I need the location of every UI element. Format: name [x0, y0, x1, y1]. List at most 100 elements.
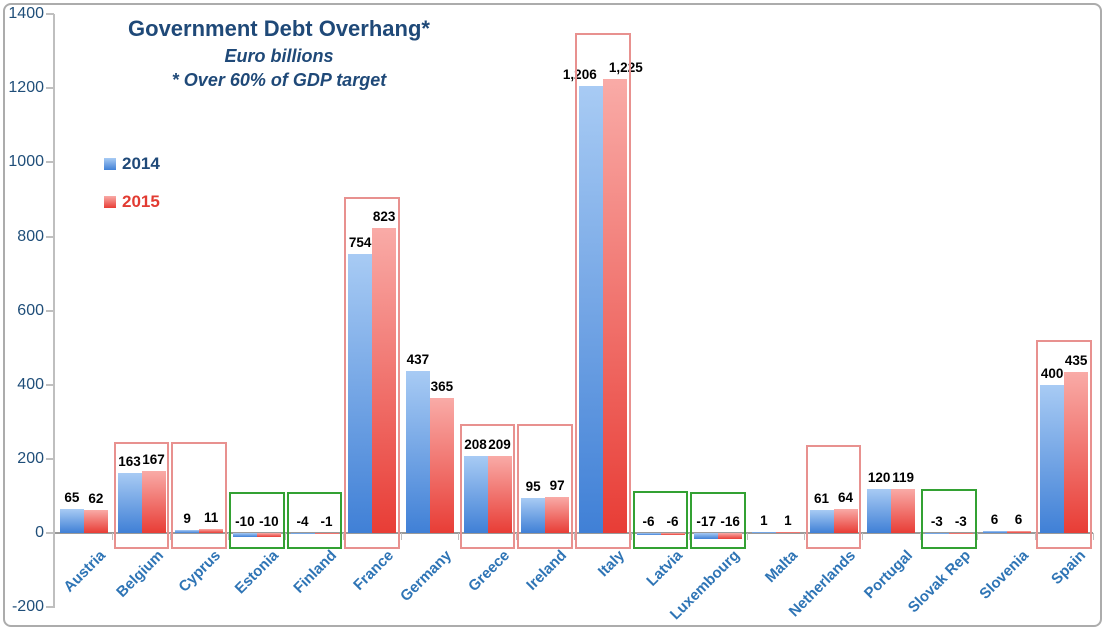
value-label-2015-belgium: 167 — [142, 452, 165, 468]
legend: 2014 2015 — [104, 153, 160, 229]
y-axis-tick-label: 400 — [17, 375, 44, 393]
bar-2015-estonia — [256, 533, 281, 537]
y-axis-tick-label: 800 — [17, 227, 44, 245]
x-axis-category-tick — [1092, 533, 1094, 540]
y-axis-tick-label: 600 — [17, 301, 44, 319]
x-axis-category-tick — [977, 533, 979, 540]
bar-2015-spain — [1064, 371, 1089, 533]
value-label-2014-greece: 208 — [464, 436, 487, 452]
value-label-2015-portugal: 119 — [892, 469, 915, 485]
value-label-2015-ireland: 97 — [549, 478, 565, 494]
x-axis-category-tick — [342, 533, 344, 540]
bar-2015-slovak-rep — [948, 533, 973, 535]
y-axis-tick-label: 1200 — [8, 79, 44, 97]
value-label-2014-spain: 400 — [1040, 365, 1064, 381]
bar-2015-greece — [487, 455, 512, 533]
value-label-2014-netherlands: 61 — [813, 491, 830, 507]
value-label-2014-luxembourg: -17 — [696, 514, 716, 529]
highlight-box-green-luxembourg — [690, 491, 746, 549]
y-axis-tick-label: 1000 — [8, 153, 44, 171]
bar-2015-germany — [429, 397, 454, 533]
value-label-2014-malta: 1 — [760, 513, 768, 529]
x-axis-category-tick — [400, 533, 402, 540]
y-axis-tick-label: 0 — [35, 524, 44, 541]
bar-2014-netherlands — [809, 510, 834, 533]
bar-2014-portugal — [867, 488, 892, 533]
chart-footnote: * Over 60% of GDP target — [171, 70, 387, 90]
y-axis-tick-label: 1400 — [8, 5, 44, 23]
highlight-box-red-cyprus — [171, 442, 227, 549]
legend-swatch-2015-icon — [104, 196, 116, 208]
y-axis-tick — [46, 87, 54, 90]
bar-2015-italy — [602, 78, 627, 533]
value-label-2015-netherlands: 64 — [837, 490, 854, 506]
value-label-2015-luxembourg: -16 — [720, 514, 740, 529]
legend-label-2014: 2014 — [122, 154, 160, 173]
value-label-2014-estonia: -10 — [235, 514, 255, 529]
bar-2015-slovenia — [1006, 530, 1031, 533]
legend-label-2015: 2015 — [122, 192, 160, 211]
value-label-2014-cyprus: 9 — [183, 510, 191, 526]
x-axis-category-tick — [169, 533, 171, 540]
y-axis-tick-label: -200 — [11, 598, 44, 616]
x-axis-category-tick — [746, 533, 748, 540]
bar-2014-malta — [751, 532, 776, 533]
value-label-2015-spain: 435 — [1064, 352, 1088, 368]
legend-item-2014: 2014 — [104, 153, 160, 175]
value-label-2015-greece: 209 — [488, 436, 511, 452]
y-axis-tick — [46, 13, 54, 16]
y-axis-tick — [46, 457, 54, 460]
x-axis-category-tick — [515, 533, 517, 540]
bar-2015-finland — [314, 533, 339, 534]
value-label-2015-italy: 1,225 — [608, 59, 643, 75]
highlight-box-red-spain — [1036, 339, 1092, 549]
x-axis-category-tick — [919, 533, 921, 540]
value-label-2014-portugal: 120 — [867, 469, 891, 485]
bar-2015-malta — [775, 532, 800, 533]
highlight-box-green-slovak-rep — [921, 488, 977, 549]
bar-2014-austria — [59, 508, 84, 533]
value-label-2014-germany: 437 — [406, 352, 430, 368]
value-label-2015-slovenia: 6 — [1014, 511, 1023, 527]
x-axis-category-tick — [1034, 533, 1036, 540]
y-axis-tick — [46, 235, 54, 238]
y-axis-tick — [46, 309, 54, 312]
bar-2015-portugal — [891, 488, 916, 533]
value-label-2014-austria: 65 — [64, 489, 80, 505]
bar-2015-belgium — [141, 471, 166, 533]
bar-2014-slovenia — [982, 530, 1007, 533]
bar-2014-italy — [578, 86, 603, 533]
highlight-box-red-italy — [575, 33, 631, 549]
value-label-2014-belgium: 163 — [118, 453, 141, 469]
bar-2014-slovak-rep — [924, 533, 949, 535]
bar-2015-luxembourg — [718, 533, 743, 539]
legend-swatch-2014-icon — [104, 158, 116, 170]
value-label-2014-slovak-rep: -3 — [930, 514, 943, 529]
bar-2015-cyprus — [199, 528, 224, 533]
x-axis-category-tick — [573, 533, 575, 540]
value-label-2015-malta: 1 — [784, 513, 792, 529]
y-axis-tick — [46, 606, 54, 609]
value-label-2014-ireland: 95 — [525, 478, 541, 494]
value-label-2015-cyprus: 11 — [204, 509, 219, 525]
x-axis-category-tick — [458, 533, 460, 540]
bar-2014-spain — [1040, 384, 1065, 533]
highlight-box-green-finland — [286, 491, 343, 549]
highlight-box-red-netherlands — [805, 444, 862, 549]
bar-2014-estonia — [232, 533, 257, 537]
y-axis-tick — [46, 161, 54, 164]
value-label-2015-estonia: -10 — [259, 514, 279, 529]
chart-subtitle: Euro billions — [224, 46, 334, 66]
x-axis-category-tick — [227, 533, 229, 540]
legend-item-2015: 2015 — [104, 191, 160, 213]
y-axis-line — [53, 14, 55, 608]
y-axis-tick — [46, 383, 54, 386]
value-label-2015-finland: -1 — [320, 514, 333, 529]
chart-title: Government Debt Overhang* — [128, 16, 430, 41]
highlight-box-red-belgium — [113, 442, 170, 549]
y-axis-tick-label: 200 — [17, 449, 44, 467]
bar-2015-netherlands — [833, 509, 858, 533]
x-axis-category-tick — [631, 533, 633, 540]
value-label-2015-austria: 62 — [88, 491, 104, 507]
